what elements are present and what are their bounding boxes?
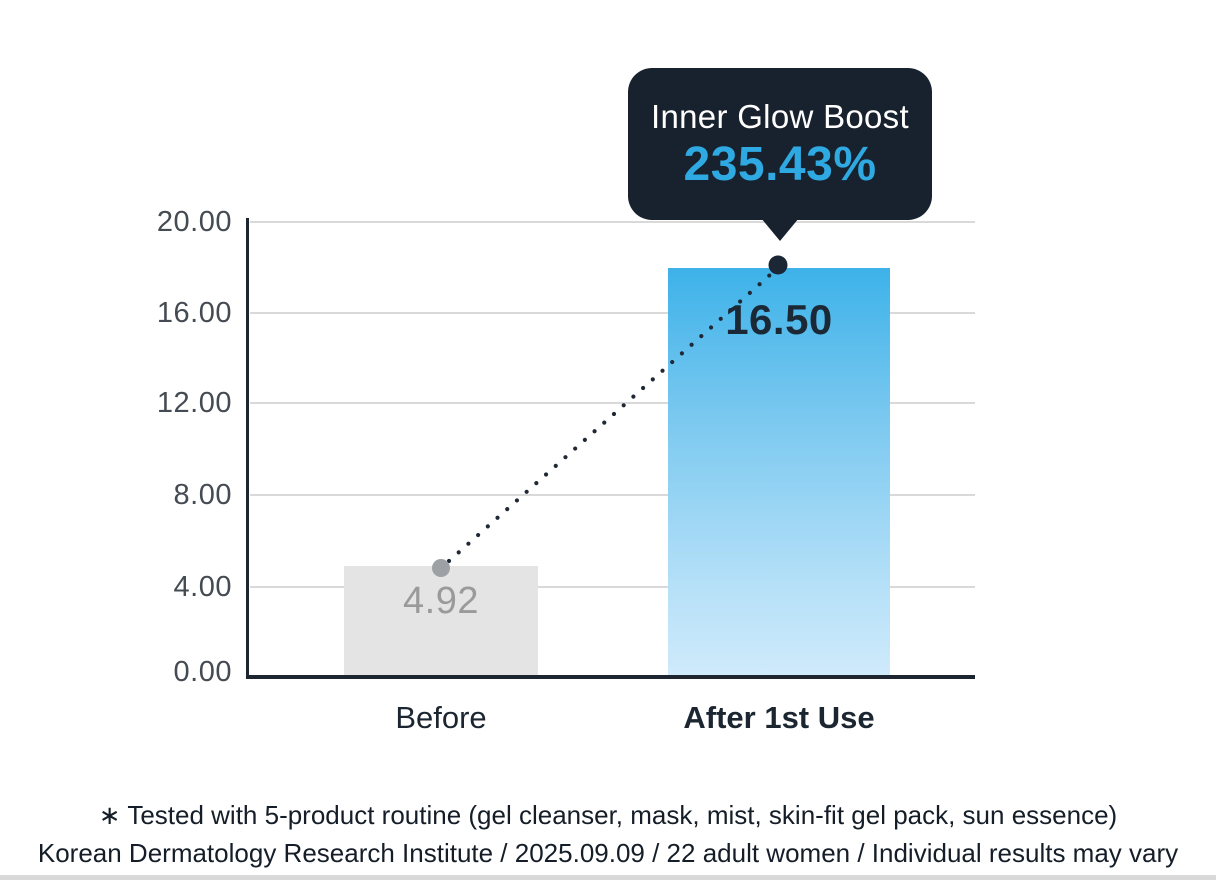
ytick-label: 16.00 — [156, 297, 232, 329]
x-axis-line — [246, 675, 975, 679]
bar-before-value: 4.92 — [403, 580, 479, 622]
ytick-label: 8.00 — [173, 479, 232, 511]
ytick-label: 4.00 — [173, 571, 232, 603]
callout-title: Inner Glow Boost — [651, 97, 909, 135]
callout-value: 235.43% — [683, 138, 877, 192]
bar-after-value: 16.50 — [725, 296, 833, 343]
ytick-label: 0.00 — [173, 656, 232, 688]
xlabel-after: After 1st Use — [683, 700, 875, 735]
footer-line-2: Korean Dermatology Research Institute / … — [37, 838, 1179, 868]
gridline-4 — [250, 586, 975, 588]
ytick-label: 12.00 — [156, 387, 232, 419]
callout-tail-pointer — [761, 218, 799, 241]
footer-line-1: ∗ Tested with 5-product routine (gel cle… — [98, 800, 1118, 830]
y-axis-line — [246, 218, 249, 679]
xlabel-before: Before — [395, 700, 487, 735]
bottom-edge-strip — [0, 875, 1216, 880]
bar-before: 4.92 — [344, 566, 538, 675]
footer-disclaimer: ∗ Tested with 5-product routine (gel cle… — [0, 796, 1216, 872]
boost-callout: Inner Glow Boost 235.43% — [628, 68, 932, 241]
bar-after: 16.50 — [668, 268, 890, 675]
ytick-label: 20.00 — [156, 206, 232, 238]
gridline-20 — [250, 221, 975, 223]
